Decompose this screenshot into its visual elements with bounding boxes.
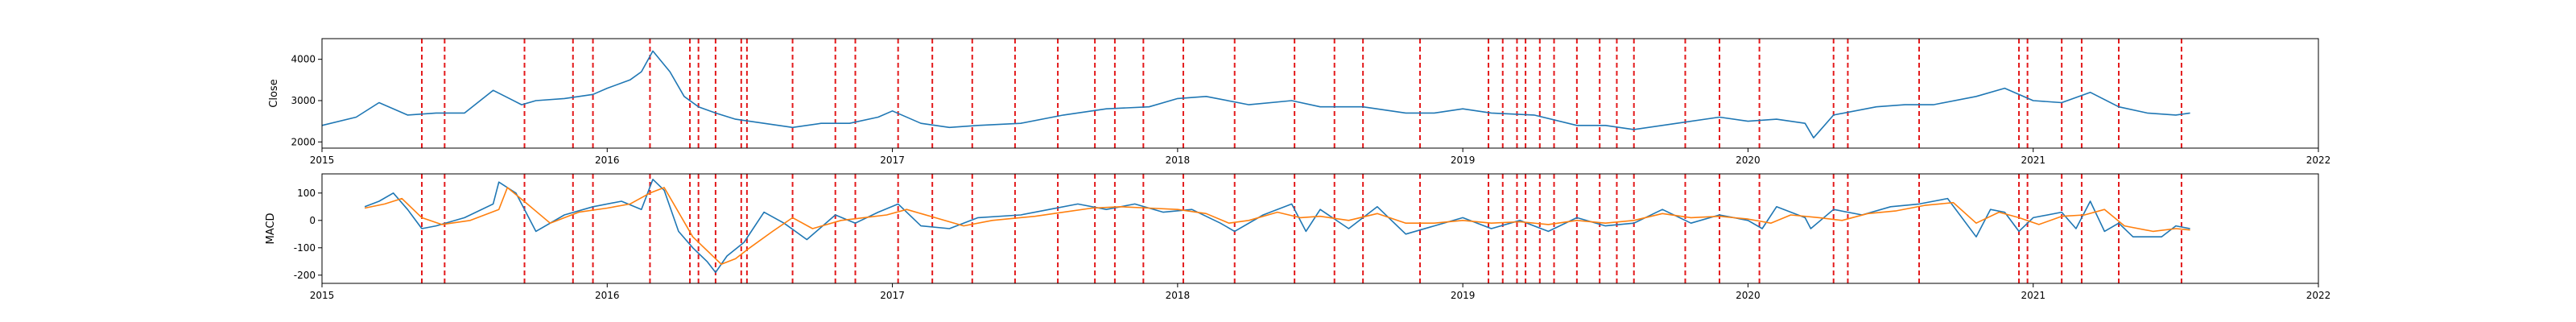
close-x-tick-label: 2020 <box>1736 155 1761 166</box>
close-series-line-0 <box>321 50 2190 138</box>
macd-x-tick-label: 2018 <box>1166 290 1191 301</box>
macd-x-tick-label: 2022 <box>2306 290 2331 301</box>
close-x-tick-label: 2016 <box>595 155 620 166</box>
close-x-tick-label: 2015 <box>310 155 335 166</box>
macd-series-line-0 <box>364 179 2190 274</box>
close-y-tick-label: 3000 <box>291 95 316 106</box>
macd-x-tick-label: 2015 <box>310 290 335 301</box>
macd-panel: -200 -100 0 100 2015 2016 2017 2018 2019 2020 202… <box>265 173 2331 301</box>
macd-x-tick-label: 2016 <box>595 290 620 301</box>
macd-y-tick-label: 100 <box>297 188 316 199</box>
macd-x-ticks: 2015 2016 2017 2018 2019 2020 2021 2022 <box>310 283 2331 301</box>
close-event-lines <box>421 39 2182 148</box>
macd-x-tick-label: 2017 <box>880 290 905 301</box>
macd-series-group <box>364 179 2190 274</box>
macd-event-lines <box>421 174 2182 283</box>
close-x-tick-label: 2018 <box>1166 155 1191 166</box>
macd-y-tick-label: -200 <box>294 270 316 281</box>
close-series-group <box>321 50 2190 138</box>
close-y-ticks: 2000 3000 4000 <box>291 54 322 147</box>
macd-y-axis-label: MACD <box>265 213 277 245</box>
close-y-tick-label: 2000 <box>291 136 316 147</box>
close-price-panel: 2000 3000 4000 2015 2016 2017 2018 2019 2020 202… <box>268 38 2331 166</box>
close-x-tick-label: 2021 <box>2021 155 2046 166</box>
macd-y-tick-label: -100 <box>294 242 316 254</box>
macd-y-tick-label: 0 <box>309 215 316 226</box>
close-plot-frame <box>321 38 2319 149</box>
macd-plot-area <box>322 174 2318 283</box>
macd-y-ticks: -200 -100 0 100 <box>294 188 322 281</box>
macd-plot-frame <box>321 173 2319 284</box>
close-x-tick-label: 2022 <box>2306 155 2331 166</box>
close-x-tick-label: 2019 <box>1451 155 1476 166</box>
macd-x-tick-label: 2021 <box>2021 290 2046 301</box>
macd-series-line-1 <box>364 187 2190 266</box>
close-x-tick-label: 2017 <box>880 155 905 166</box>
macd-x-tick-label: 2020 <box>1736 290 1761 301</box>
macd-x-tick-label: 2019 <box>1451 290 1476 301</box>
close-y-axis-label: Close <box>268 79 280 107</box>
close-x-ticks: 2015 2016 2017 2018 2019 2020 2021 2022 <box>310 148 2331 166</box>
close-y-tick-label: 4000 <box>291 54 316 65</box>
